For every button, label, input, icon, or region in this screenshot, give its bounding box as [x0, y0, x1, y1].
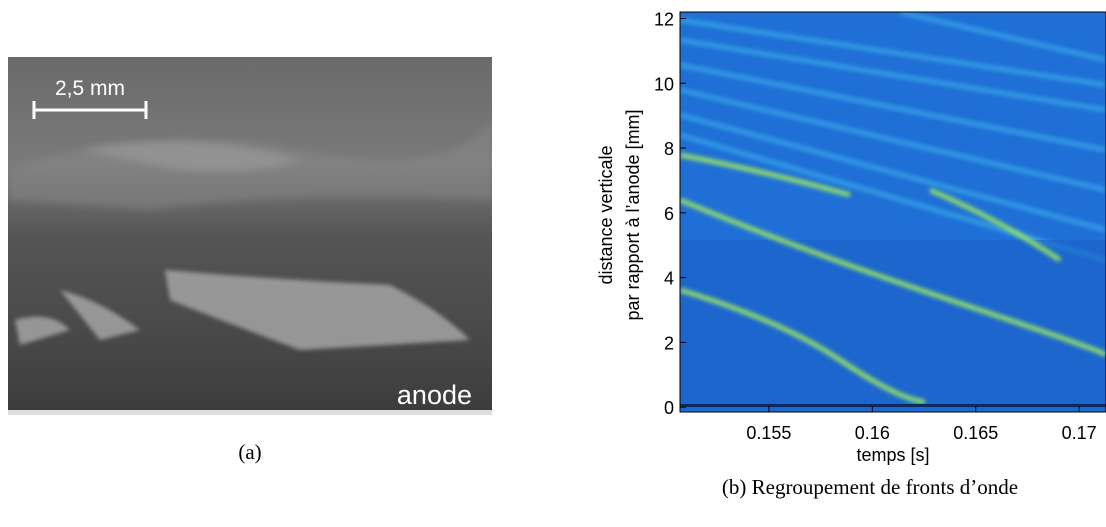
y-tick-label: 10: [654, 74, 674, 94]
x-tick-label: 0.16: [855, 423, 890, 443]
scale-label: 2,5 mm: [55, 77, 125, 100]
y-tick-label: 6: [664, 204, 674, 224]
y-tick-label: 0: [664, 398, 674, 418]
x-tick-label: 0.165: [953, 423, 998, 443]
y-label: par rapport à l’anode [mm]: [623, 109, 643, 320]
x-tick-label: 0.17: [1062, 423, 1097, 443]
y-label: distance verticale: [596, 145, 616, 284]
photo: [8, 57, 492, 415]
y-tick-label: 8: [664, 139, 674, 159]
x-label: temps [s]: [856, 445, 929, 465]
annotation: anode: [397, 380, 472, 410]
spectrogram: [680, 12, 1106, 412]
caption: (b) Regroupement de fronts d’onde: [722, 475, 1018, 499]
y-tick-label: 12: [654, 9, 674, 29]
caption: (a): [238, 440, 261, 464]
x-tick-label: 0.155: [746, 423, 791, 443]
y-tick-label: 4: [664, 269, 674, 289]
y-tick-label: 2: [664, 333, 674, 353]
plot-frame: [679, 11, 1106, 413]
